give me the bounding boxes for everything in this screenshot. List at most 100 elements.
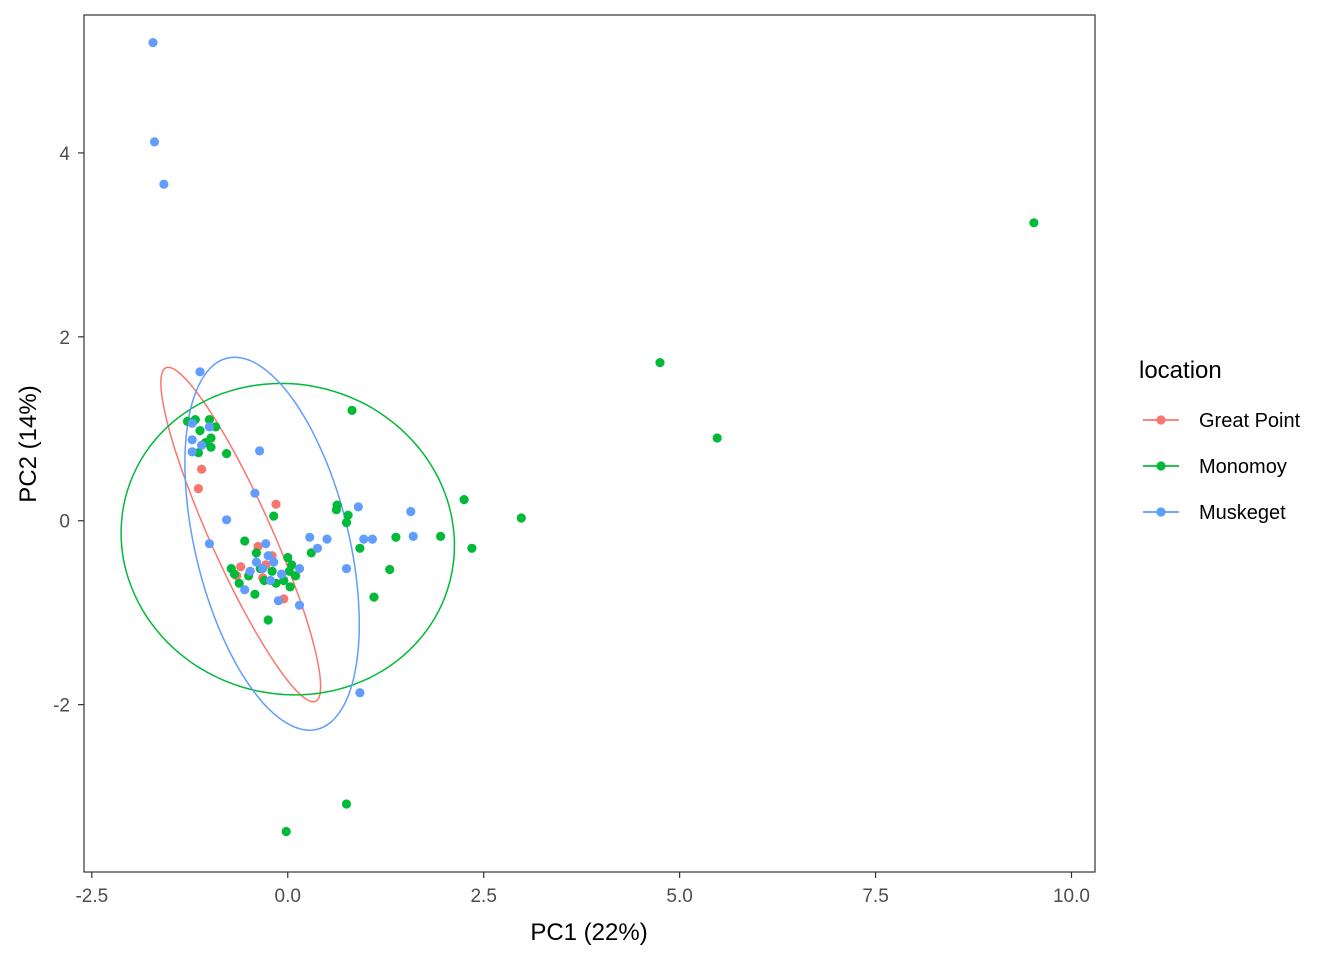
point-muskeget xyxy=(408,531,418,542)
point-great-point xyxy=(271,499,281,509)
point-monomoy xyxy=(250,589,260,599)
legend-key-point-monomoy xyxy=(1156,461,1166,471)
point-muskeget xyxy=(294,564,305,574)
points-layer xyxy=(148,38,1039,837)
point-muskeget xyxy=(312,543,323,553)
point-muskeget xyxy=(148,38,158,48)
point-muskeget xyxy=(367,534,377,544)
point-monomoy xyxy=(331,505,341,515)
y-tick-label: 2 xyxy=(59,328,70,349)
x-tick-label: 5.0 xyxy=(666,886,692,907)
point-monomoy xyxy=(284,566,294,576)
legend-title: location xyxy=(1139,357,1222,384)
ellipse-muskeget xyxy=(184,356,361,731)
point-muskeget xyxy=(251,557,261,567)
point-muskeget xyxy=(187,447,197,457)
point-monomoy xyxy=(251,548,261,558)
point-muskeget xyxy=(359,534,369,544)
point-monomoy xyxy=(516,513,526,523)
point-muskeget xyxy=(187,435,197,445)
point-monomoy xyxy=(263,615,273,625)
point-muskeget xyxy=(322,534,332,544)
point-muskeget xyxy=(269,557,279,567)
point-monomoy xyxy=(343,510,353,520)
point-muskeget xyxy=(195,367,205,377)
point-monomoy xyxy=(712,433,722,443)
point-muskeget xyxy=(250,488,260,498)
point-monomoy xyxy=(195,426,205,436)
legend-key-point-great-point xyxy=(1156,415,1166,425)
point-muskeget xyxy=(263,551,273,561)
point-monomoy xyxy=(281,826,291,837)
point-muskeget xyxy=(149,137,160,147)
ellipse-monomoy xyxy=(120,382,456,696)
point-monomoy xyxy=(283,552,293,563)
point-muskeget xyxy=(187,418,197,428)
point-muskeget xyxy=(204,422,214,432)
y-tick-label: 0 xyxy=(59,512,70,533)
point-monomoy xyxy=(204,415,214,425)
x-tick-label: 10.0 xyxy=(1053,886,1090,907)
point-muskeget xyxy=(273,596,283,606)
point-great-point xyxy=(236,562,246,572)
legend-label-great-point: Great Point xyxy=(1199,410,1301,432)
point-monomoy xyxy=(206,442,216,452)
point-monomoy xyxy=(369,592,379,602)
point-muskeget xyxy=(204,539,214,549)
point-muskeget xyxy=(197,440,207,450)
point-monomoy xyxy=(234,578,244,588)
point-muskeget xyxy=(245,566,255,576)
point-monomoy xyxy=(385,564,395,575)
point-monomoy xyxy=(347,405,357,415)
point-muskeget xyxy=(240,585,250,595)
point-monomoy xyxy=(459,495,469,505)
legend-label-muskeget: Muskeget xyxy=(1199,502,1286,524)
point-monomoy xyxy=(291,571,301,581)
point-muskeget xyxy=(261,539,271,549)
point-monomoy xyxy=(269,511,279,521)
point-great-point xyxy=(197,464,207,474)
point-monomoy xyxy=(240,536,250,546)
x-axis: -2.5 0.0 2.5 5.0 7.5 10.0 xyxy=(75,872,1090,907)
point-muskeget xyxy=(222,515,232,525)
point-monomoy xyxy=(222,449,232,459)
point-monomoy xyxy=(391,532,401,542)
legend-key-point-muskeget xyxy=(1156,507,1166,517)
point-muskeget xyxy=(341,564,352,574)
legend-label-monomoy: Monomoy xyxy=(1199,456,1287,478)
point-monomoy xyxy=(341,799,352,809)
y-tick-label: -2 xyxy=(53,696,70,717)
point-monomoy xyxy=(267,566,277,576)
point-monomoy xyxy=(355,543,365,553)
point-muskeget xyxy=(258,564,268,574)
point-monomoy xyxy=(655,358,665,368)
point-muskeget xyxy=(406,506,416,517)
plot-panel xyxy=(83,14,1096,873)
x-tick-label: 0.0 xyxy=(275,886,301,907)
point-monomoy xyxy=(341,518,352,528)
legend: location Great Point Monomoy Muskeget xyxy=(1139,357,1301,524)
point-muskeget xyxy=(255,446,265,456)
point-muskeget xyxy=(355,688,365,698)
y-tick-label: 4 xyxy=(59,144,70,165)
point-muskeget xyxy=(294,600,305,610)
point-monomoy xyxy=(1029,218,1039,228)
point-monomoy xyxy=(436,531,446,542)
point-monomoy xyxy=(211,422,221,432)
point-monomoy xyxy=(285,582,295,592)
point-muskeget xyxy=(353,502,363,512)
y-axis-title: PC2 (14%) xyxy=(15,385,42,502)
x-tick-label: -2.5 xyxy=(75,886,108,907)
point-muskeget xyxy=(305,532,315,542)
y-axis: -2 0 2 4 xyxy=(53,144,84,717)
point-muskeget xyxy=(159,179,169,189)
point-muskeget xyxy=(276,569,287,579)
point-monomoy xyxy=(229,569,240,579)
x-axis-title: PC1 (22%) xyxy=(530,919,647,946)
x-tick-label: 7.5 xyxy=(862,886,888,907)
point-monomoy xyxy=(467,543,477,553)
x-tick-label: 2.5 xyxy=(470,886,496,907)
point-great-point xyxy=(193,484,203,494)
point-muskeget xyxy=(265,575,276,586)
